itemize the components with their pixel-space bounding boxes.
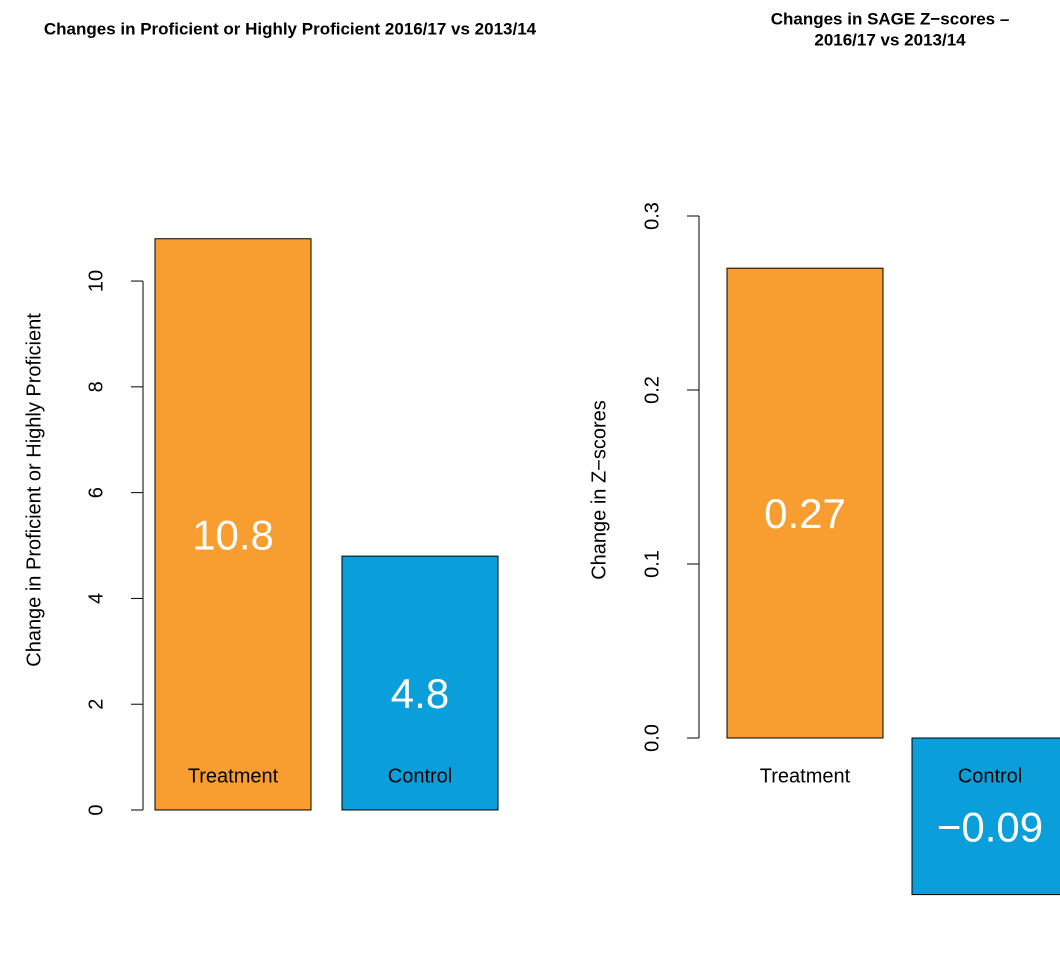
y-tick-label: 0	[85, 804, 107, 815]
x-tick-label: Control	[958, 765, 1022, 787]
y-tick-label: 6	[85, 487, 107, 498]
bar	[726, 267, 884, 739]
y-tick-label: 10	[85, 270, 107, 292]
y-tick-label: 0.1	[641, 550, 663, 578]
y-tick-label: 0.0	[641, 724, 663, 752]
value-label: 10.8	[192, 511, 274, 558]
y-tick-label: 4	[85, 593, 107, 604]
bar	[911, 737, 1060, 896]
y-tick-label: 0.3	[641, 202, 663, 230]
panel: Changes in Proficient or Highly Proficie…	[23, 19, 536, 815]
chart-title: 2016/17 vs 2013/14	[814, 30, 966, 49]
x-tick-label: Treatment	[760, 765, 851, 787]
value-label: 0.27	[764, 490, 846, 537]
x-tick-label: Treatment	[188, 765, 279, 787]
y-tick-label: 2	[85, 699, 107, 710]
x-tick-label: Control	[388, 765, 452, 787]
value-label: −0.09	[937, 803, 1043, 850]
y-axis-label: Change in Z−scores	[588, 400, 610, 580]
y-axis-label: Change in Proficient or Highly Proficien…	[23, 313, 45, 667]
bar	[154, 238, 312, 811]
chart-title: Changes in Proficient or Highly Proficie…	[44, 19, 537, 38]
bar	[341, 555, 499, 811]
y-tick-label: 8	[85, 381, 107, 392]
value-label: 4.8	[391, 670, 449, 717]
y-tick-label: 0.2	[641, 376, 663, 404]
chart-title: Changes in SAGE Z−scores –	[771, 9, 1010, 28]
panel: Changes in SAGE Z−scores – 2016/17 vs 201…	[588, 9, 1060, 896]
